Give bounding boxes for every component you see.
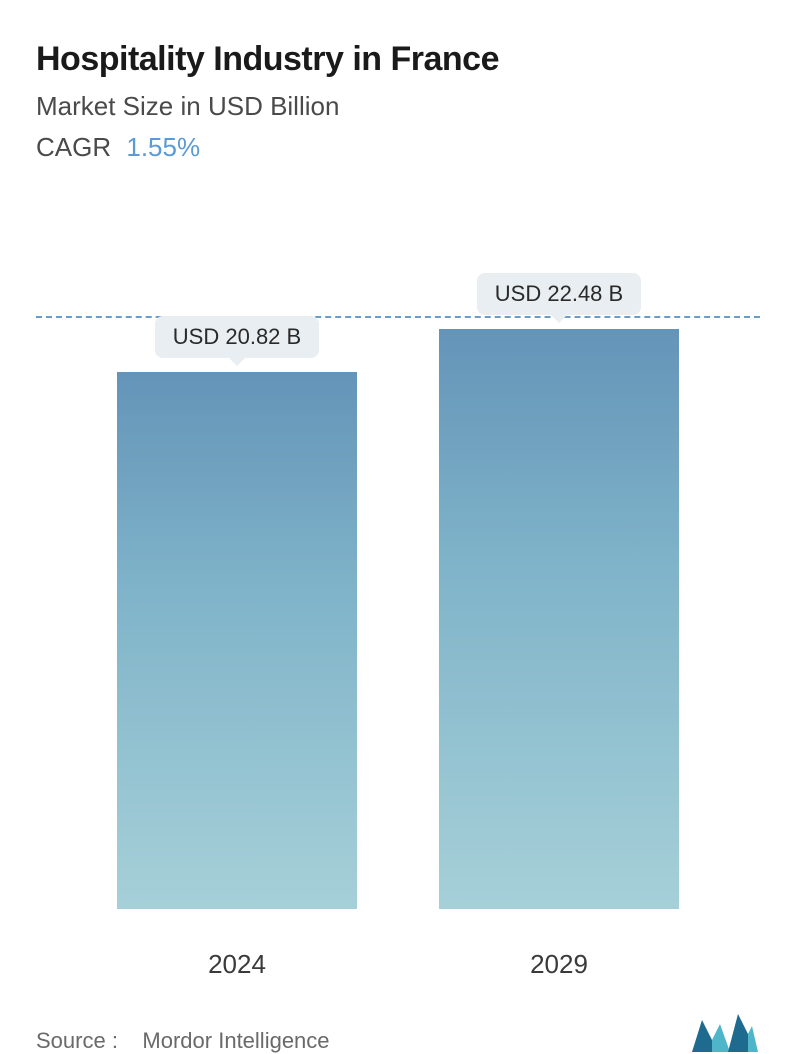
brand-logo — [690, 1010, 760, 1054]
bar-value-label-1: USD 22.48 B — [477, 273, 641, 315]
mordor-logo-icon — [690, 1010, 760, 1054]
chart-subtitle: Market Size in USD Billion — [36, 91, 760, 122]
x-label-0: 2024 — [117, 949, 357, 980]
x-axis-labels: 2024 2029 — [36, 929, 760, 980]
bar-group-0: USD 20.82 B — [117, 316, 357, 909]
chart-container: Hospitality Industry in France Market Si… — [0, 0, 796, 1034]
cagr-label: CAGR — [36, 132, 111, 162]
bar-value-label-0: USD 20.82 B — [155, 316, 319, 358]
chart-footer: Source : Mordor Intelligence — [36, 980, 760, 1054]
cagr-line: CAGR 1.55% — [36, 132, 760, 163]
bar-1 — [439, 329, 679, 909]
cagr-value: 1.55% — [126, 132, 200, 162]
source-name: Mordor Intelligence — [142, 1028, 329, 1053]
chart-title: Hospitality Industry in France — [36, 40, 760, 79]
x-label-1: 2029 — [439, 949, 679, 980]
source-text: Source : Mordor Intelligence — [36, 1028, 330, 1054]
bar-0 — [117, 372, 357, 909]
chart-plot-area: USD 20.82 B USD 22.48 B — [36, 213, 760, 909]
source-label: Source : — [36, 1028, 118, 1053]
bar-group-1: USD 22.48 B — [439, 273, 679, 909]
